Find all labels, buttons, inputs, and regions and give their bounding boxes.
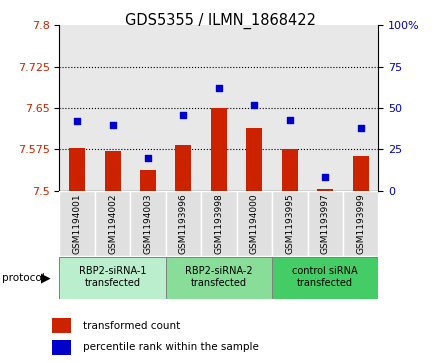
- Bar: [59, 257, 166, 299]
- Text: GSM1193995: GSM1193995: [285, 193, 294, 254]
- Text: transformed count: transformed count: [83, 321, 180, 331]
- Point: [109, 122, 116, 127]
- Text: RBP2-siRNA-2
transfected: RBP2-siRNA-2 transfected: [185, 266, 253, 288]
- Text: GSM1194003: GSM1194003: [143, 193, 153, 254]
- Text: GSM1193996: GSM1193996: [179, 193, 188, 254]
- Bar: [130, 191, 166, 256]
- Bar: [59, 191, 95, 256]
- Bar: [343, 191, 378, 256]
- Text: GSM1194002: GSM1194002: [108, 193, 117, 254]
- Bar: [52, 339, 71, 355]
- Text: RBP2-siRNA-1
transfected: RBP2-siRNA-1 transfected: [79, 266, 147, 288]
- Text: GSM1193999: GSM1193999: [356, 193, 365, 254]
- Point: [216, 85, 222, 91]
- Text: GSM1194000: GSM1194000: [250, 193, 259, 254]
- Bar: [140, 170, 156, 191]
- Text: protocol: protocol: [2, 273, 45, 283]
- Point: [144, 155, 151, 160]
- Text: GSM1193998: GSM1193998: [214, 193, 224, 254]
- Bar: [59, 25, 95, 191]
- Text: GDS5355 / ILMN_1868422: GDS5355 / ILMN_1868422: [125, 13, 315, 29]
- Bar: [166, 257, 272, 299]
- Bar: [166, 191, 201, 256]
- Bar: [317, 189, 333, 191]
- Point: [357, 125, 364, 131]
- Bar: [237, 25, 272, 191]
- Bar: [52, 318, 71, 333]
- Bar: [211, 108, 227, 191]
- Bar: [95, 191, 130, 256]
- Text: ▶: ▶: [41, 271, 51, 284]
- Bar: [105, 151, 121, 191]
- Bar: [272, 25, 308, 191]
- Bar: [201, 191, 237, 256]
- Point: [180, 112, 187, 118]
- Bar: [272, 191, 308, 256]
- Bar: [343, 25, 378, 191]
- Bar: [237, 191, 272, 256]
- Bar: [308, 25, 343, 191]
- Bar: [353, 156, 369, 191]
- Bar: [69, 148, 85, 191]
- Point: [73, 118, 81, 124]
- Text: percentile rank within the sample: percentile rank within the sample: [83, 342, 259, 352]
- Point: [286, 117, 293, 122]
- Text: GSM1193997: GSM1193997: [321, 193, 330, 254]
- Bar: [130, 25, 166, 191]
- Bar: [272, 257, 378, 299]
- Bar: [95, 25, 130, 191]
- Bar: [308, 191, 343, 256]
- Bar: [166, 25, 201, 191]
- Bar: [246, 128, 262, 191]
- Point: [251, 102, 258, 107]
- Bar: [282, 149, 298, 191]
- Bar: [201, 25, 237, 191]
- Text: control siRNA
transfected: control siRNA transfected: [293, 266, 358, 288]
- Point: [322, 175, 329, 180]
- Text: GSM1194001: GSM1194001: [73, 193, 82, 254]
- Bar: [176, 146, 191, 191]
